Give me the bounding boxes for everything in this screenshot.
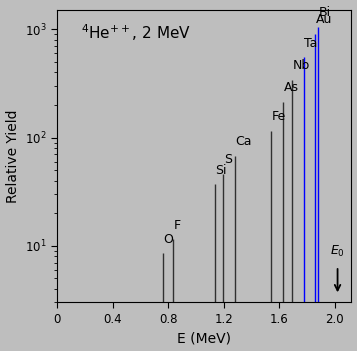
Text: Au: Au <box>316 13 332 26</box>
Text: Bi: Bi <box>318 6 330 19</box>
Text: Nb: Nb <box>293 59 310 72</box>
Text: As: As <box>283 81 298 94</box>
Text: $^{4}$He$^{++}$, 2 MeV: $^{4}$He$^{++}$, 2 MeV <box>81 22 191 42</box>
Y-axis label: Relative Yield: Relative Yield <box>6 110 20 203</box>
X-axis label: E (MeV): E (MeV) <box>177 331 231 345</box>
Text: Si: Si <box>215 164 227 177</box>
Text: Fe: Fe <box>272 110 286 123</box>
Text: Ca: Ca <box>235 135 252 148</box>
Text: F: F <box>174 219 181 232</box>
Text: S: S <box>224 153 232 166</box>
Text: $E_0$: $E_0$ <box>330 244 345 259</box>
Text: Ta: Ta <box>304 37 318 49</box>
Text: O: O <box>164 233 174 246</box>
